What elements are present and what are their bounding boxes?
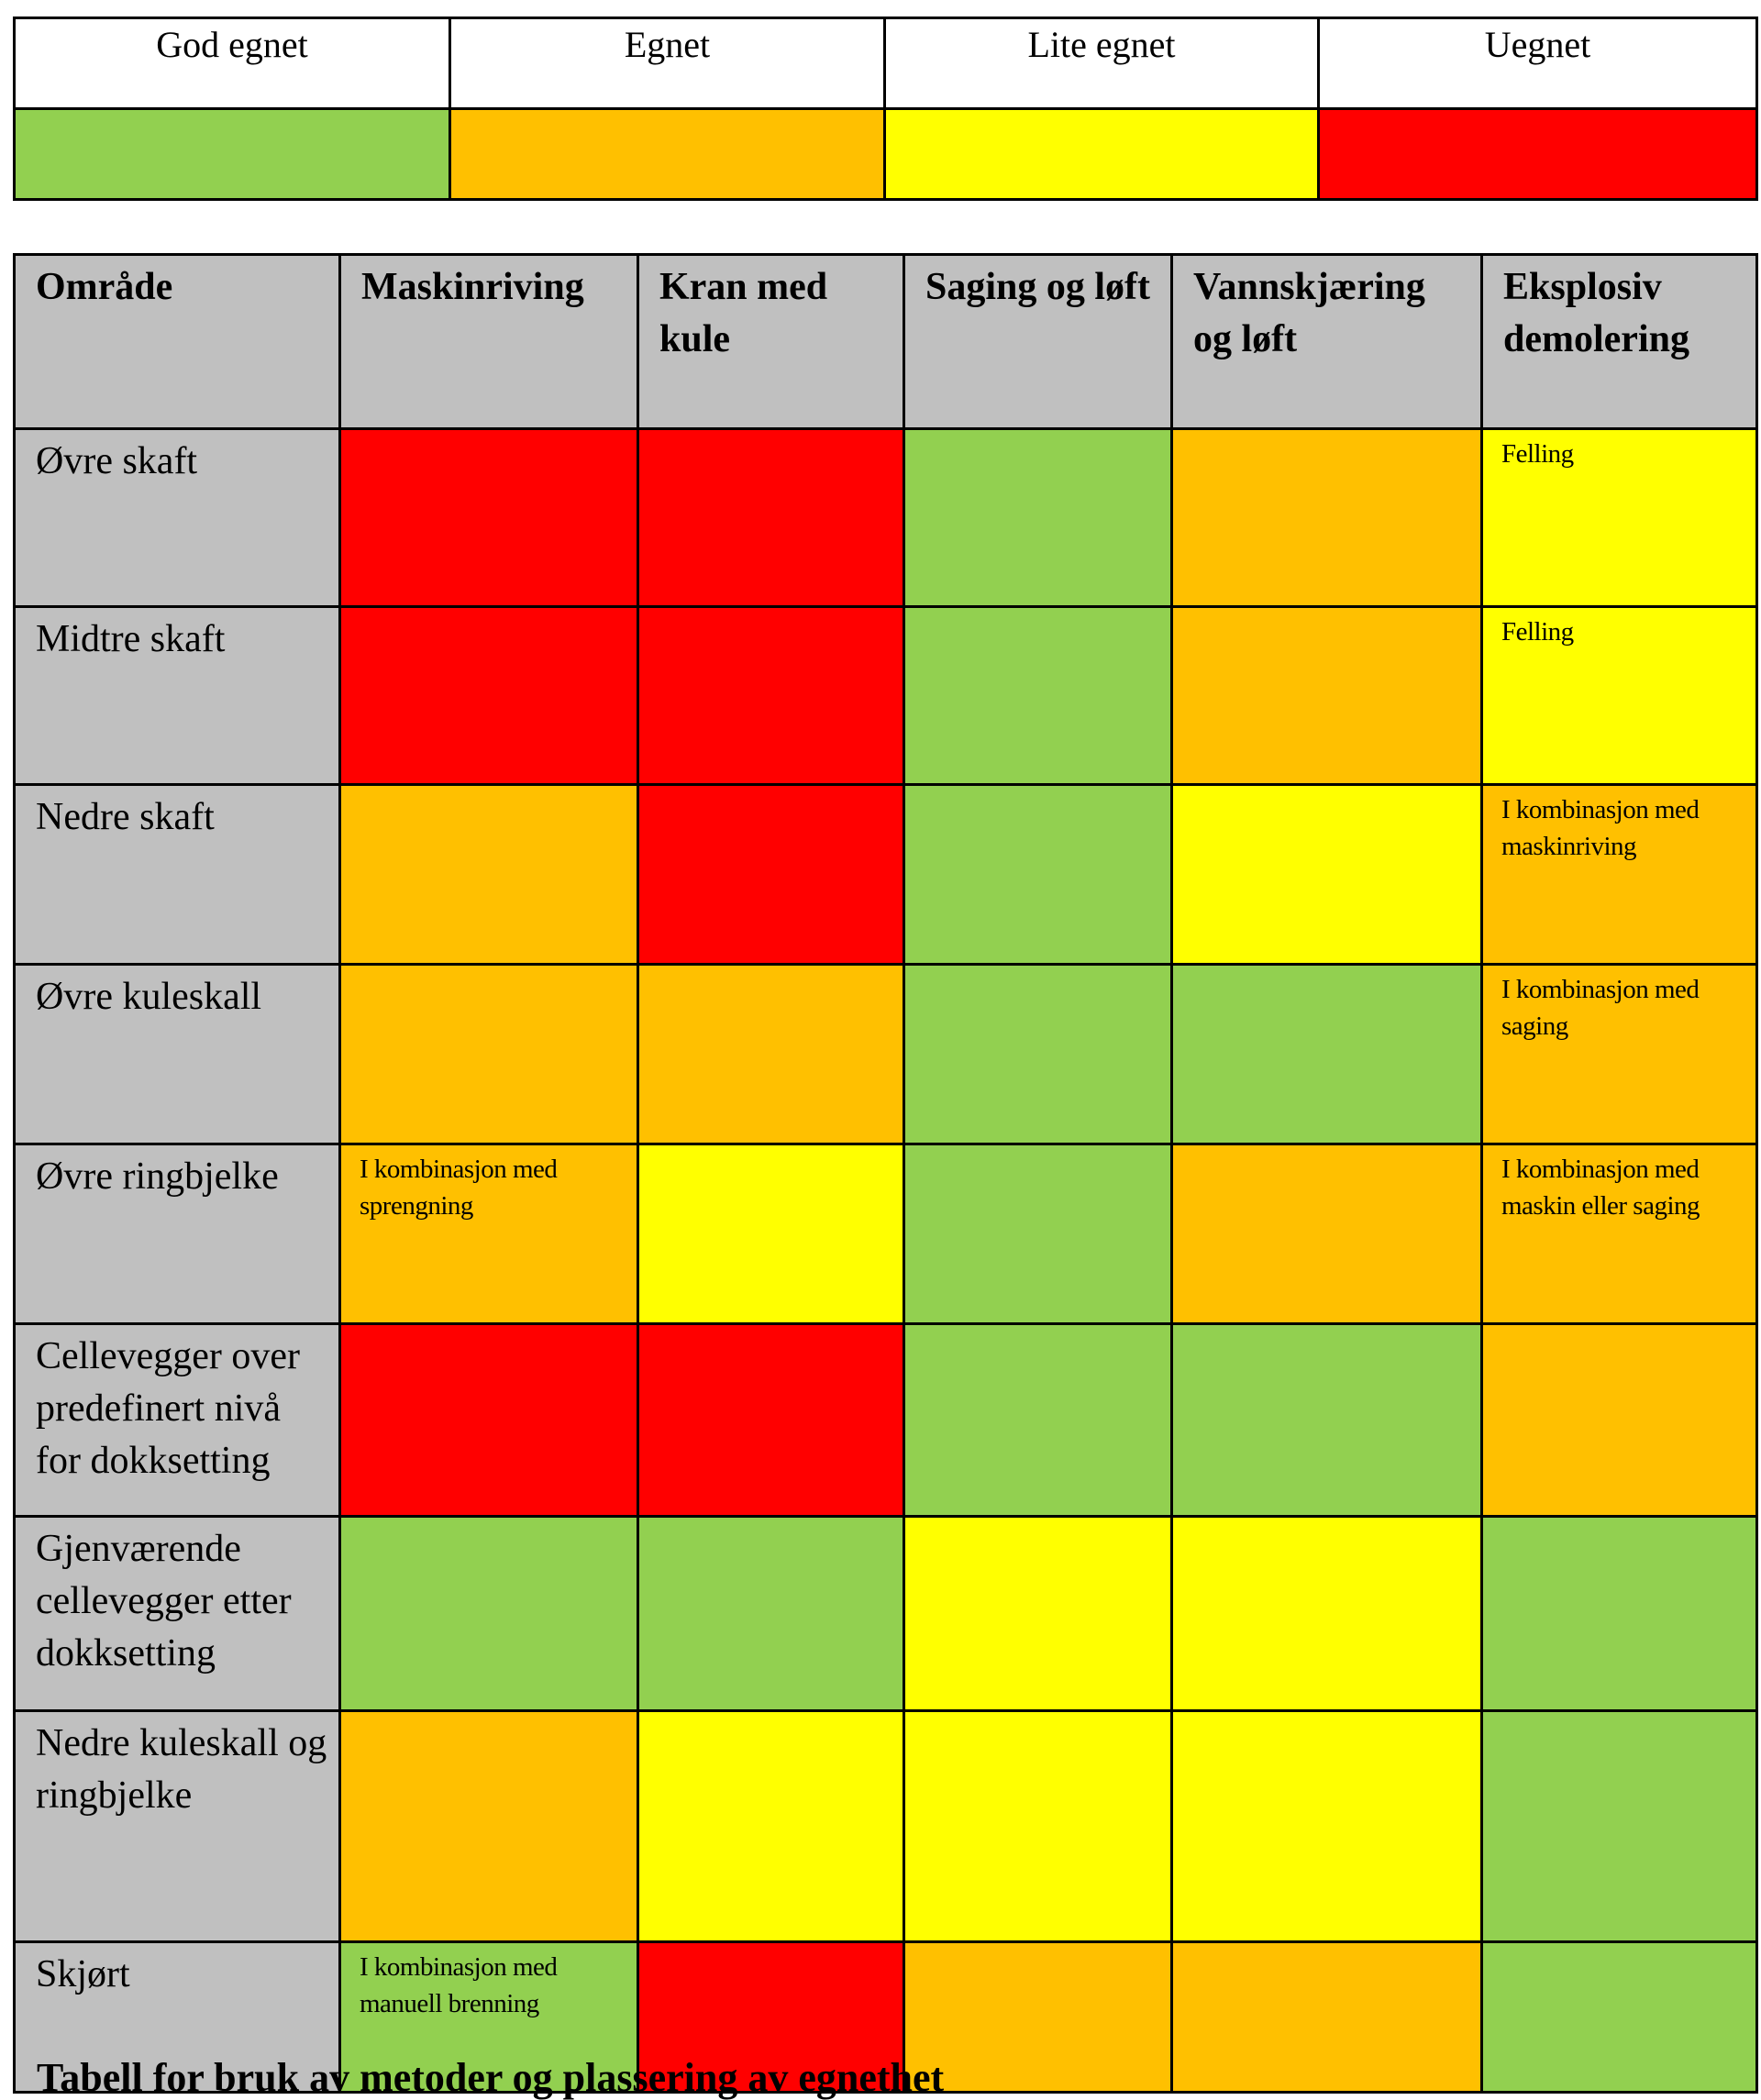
rating-cell (903, 1143, 1173, 1325)
rating-cell (903, 1322, 1173, 1518)
table-row: Nedre skaft I kombinasjon med maskinrivin… (13, 783, 1758, 966)
legend-swatch (1317, 107, 1758, 201)
area-cell: Gjenværende cellevegger etter dokksettin… (13, 1515, 341, 1712)
area-cell: Øvre skaft (13, 427, 341, 608)
area-cell: Midtre skaft (13, 605, 341, 786)
rating-cell (903, 1940, 1173, 2094)
table-row: Øvre skaft Felling (13, 427, 1758, 608)
legend-label: Egnet (449, 17, 886, 110)
table-row: Cellevegger over predefinert nivå for do… (13, 1322, 1758, 1518)
table-row: Skjørt I kombinasjon med manuell brenning (13, 1940, 1758, 2094)
rating-cell (903, 605, 1173, 786)
area-cell: Øvre ringbjelke (13, 1143, 341, 1325)
area-cell: Øvre kuleskall (13, 963, 341, 1145)
rating-cell (637, 1515, 905, 1712)
legend-label-row: God egnet Egnet Lite egnet Uegnet (13, 17, 1758, 110)
column-header-method: Eksplosiv demolering (1480, 253, 1758, 430)
legend-swatch (883, 107, 1320, 201)
table-row: Nedre kuleskall og ringbjelke (13, 1709, 1758, 1943)
legend-swatch (449, 107, 886, 201)
rating-cell (1170, 1515, 1483, 1712)
table-caption: Tabell for bruk av metoder og plassering… (37, 2055, 945, 2100)
rating-cell: I kombinasjon med maskinriving (1480, 783, 1758, 966)
column-header-method: Maskinriving (338, 253, 639, 430)
table-row: Øvre kuleskall I kombinasjon med saging (13, 963, 1758, 1145)
area-cell: Skjørt (13, 1940, 341, 2094)
column-header-area: Område (13, 253, 341, 430)
cell-note: Felling (1501, 617, 1574, 647)
cell-note: I kombinasjon med maskinriving (1501, 795, 1700, 861)
rating-cell (338, 427, 639, 608)
rating-cell (637, 1940, 905, 2094)
area-cell: Cellevegger over predefinert nivå for do… (13, 1322, 341, 1518)
rating-cell (1170, 1709, 1483, 1943)
header-row: Område Maskinriving Kran med kule Saging… (13, 253, 1758, 430)
legend-swatch (13, 107, 451, 201)
rating-cell (903, 427, 1173, 608)
cell-note: I kombinasjon med maskin eller saging (1501, 1155, 1700, 1221)
table-row: Gjenværende cellevegger etter dokksettin… (13, 1515, 1758, 1712)
rating-cell (1170, 1143, 1483, 1325)
rating-cell (1170, 605, 1483, 786)
rating-cell (1170, 1322, 1483, 1518)
legend-table: God egnet Egnet Lite egnet Uegnet (13, 17, 1758, 201)
rating-cell: Felling (1480, 427, 1758, 608)
rating-cell (903, 1709, 1173, 1943)
area-cell: Nedre kuleskall og ringbjelke (13, 1709, 341, 1943)
rating-cell (1170, 427, 1483, 608)
rating-cell (1480, 1515, 1758, 1712)
legend-swatch-row (13, 107, 1758, 201)
rating-cell: I kombinasjon med manuell brenning (338, 1940, 639, 2094)
rating-cell (1170, 963, 1483, 1145)
rating-cell (338, 783, 639, 966)
rating-cell (637, 427, 905, 608)
rating-cell (1480, 1709, 1758, 1943)
rating-cell (637, 605, 905, 786)
area-cell: Nedre skaft (13, 783, 341, 966)
rating-cell (338, 1709, 639, 1943)
rating-cell (338, 963, 639, 1145)
rating-cell (903, 963, 1173, 1145)
rating-cell (1170, 783, 1483, 966)
rating-cell (1480, 1940, 1758, 2094)
rating-cell: I kombinasjon med maskin eller saging (1480, 1143, 1758, 1325)
legend-label: Lite egnet (883, 17, 1320, 110)
table-row: Midtre skaft Felling (13, 605, 1758, 786)
cell-note: I kombinasjon med saging (1501, 975, 1700, 1041)
legend-label: Uegnet (1317, 17, 1758, 110)
rating-cell (637, 1143, 905, 1325)
rating-cell (338, 1322, 639, 1518)
rating-cell (637, 1709, 905, 1943)
table-row: Øvre ringbjelke I kombinasjon med sprengn… (13, 1143, 1758, 1325)
rating-cell (637, 783, 905, 966)
table-body: Øvre skaft Felling Midtre skaft Felling Nedr… (13, 427, 1758, 2094)
rating-cell (338, 1515, 639, 1712)
rating-cell (1480, 1322, 1758, 1518)
rating-cell (903, 1515, 1173, 1712)
method-suitability-table: Område Maskinriving Kran med kule Saging… (13, 253, 1758, 2094)
cell-note: I kombinasjon med manuell brenning (360, 1952, 558, 2018)
column-header-method: Kran med kule (637, 253, 905, 430)
rating-cell (637, 963, 905, 1145)
rating-cell (903, 783, 1173, 966)
rating-cell (338, 605, 639, 786)
cell-note: I kombinasjon med sprengning (360, 1155, 558, 1221)
rating-cell: Felling (1480, 605, 1758, 786)
column-header-method: Saging og løft (903, 253, 1173, 430)
column-header-method: Vannskjæring og løft (1170, 253, 1483, 430)
legend-label: God egnet (13, 17, 451, 110)
rating-cell: I kombinasjon med sprengning (338, 1143, 639, 1325)
cell-note: Felling (1501, 439, 1574, 469)
rating-cell (1170, 1940, 1483, 2094)
rating-cell: I kombinasjon med saging (1480, 963, 1758, 1145)
rating-cell (637, 1322, 905, 1518)
